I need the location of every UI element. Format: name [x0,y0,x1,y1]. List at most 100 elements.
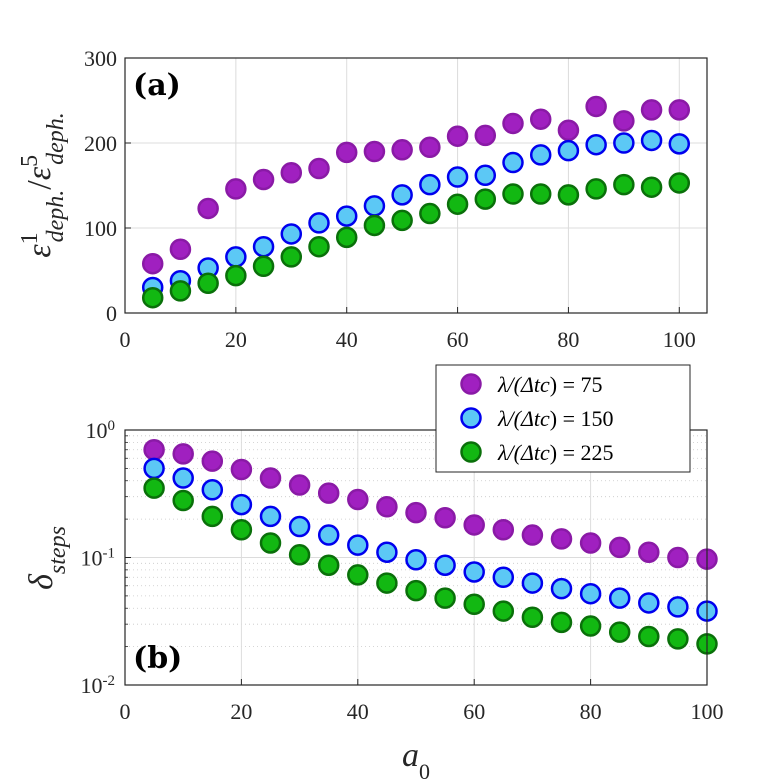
b-series-2 [143,477,718,655]
a-point [197,272,219,294]
b-point [463,593,485,615]
b-point [376,572,398,594]
panel-a-y-axis-label: ε1deph./ε5deph. [17,112,69,258]
b-point [638,592,660,614]
a-point [391,139,413,161]
b-point [172,489,194,512]
b-point [376,541,398,563]
b-point [492,566,515,588]
b-point [143,439,165,461]
a-point [640,99,663,121]
b-point [667,628,689,650]
a-point [252,235,275,258]
b-point [405,579,427,602]
panel-a-tag: (a) [133,68,181,103]
legend-label: λ/(Δtc) = 150 [497,406,614,431]
a-x-tick-label: 20 [225,327,247,352]
b-point [230,493,253,516]
b-y-tick-label: 10-1 [81,546,116,571]
a-x-tick-label: 80 [557,327,579,352]
b-point [463,514,485,536]
a-point [169,280,192,302]
b-point [608,621,631,643]
panel-b-points [143,439,718,655]
b-point [317,482,340,504]
b-x-tick-label: 0 [120,699,131,724]
b-point [288,515,311,538]
b-point [434,507,456,529]
a-point [446,193,469,215]
b-point [288,474,311,496]
a-point [557,184,580,206]
a-point [308,212,330,234]
legend-item: λ/(Δtc) = 150 [460,406,614,431]
a-y-tick-label: 100 [84,216,117,241]
b-point [550,577,573,600]
a-point [585,133,607,156]
b-point [405,501,427,524]
a-point [668,172,691,194]
panel-b-x-axis-label: a0 [402,737,430,781]
b-x-tick-label: 60 [463,699,485,724]
a-point [252,255,275,277]
a-point [280,246,303,268]
a-point [474,188,497,210]
a-point [391,184,413,206]
panel-a-axes-frame [124,57,708,314]
b-point [638,625,660,648]
a-point [363,140,386,163]
legend-item: λ/(Δtc) = 225 [460,440,614,465]
a-x-tick-label: 100 [663,327,696,352]
b-point [230,458,253,481]
b-point [317,524,340,546]
b-point [201,450,224,472]
a-point [363,214,386,237]
a-point [141,252,164,275]
a-point [197,197,219,220]
b-point [259,467,282,489]
b-point [667,596,689,618]
legend-marker [460,407,482,429]
a-point [529,108,552,130]
b-point [667,546,689,569]
b-point [143,477,165,499]
b-point [492,600,515,622]
b-series-1 [143,457,718,622]
a-x-tick-label: 60 [447,327,469,352]
a-point [529,144,552,166]
a-point [308,235,330,258]
a-point [280,162,303,184]
a-point [613,132,635,154]
b-point [608,587,631,609]
b-point [259,505,282,528]
panel-b-scatter-chart: 0 20 40 60 80 100 100 10-1 10-2 (b) δsteps a0 λ… [23,364,724,781]
a-series-1 [141,129,691,299]
a-point [640,129,663,152]
b-point [550,528,573,550]
b-point [579,615,602,637]
panel-a-y-tick-labels: 0 100 200 300 [84,46,117,326]
a-series-2 [141,172,691,309]
a-y-tick-label: 200 [84,131,117,156]
b-point [521,572,544,594]
b-point [347,564,369,586]
panel-b-y-tick-labels: 100 10-1 10-2 [81,418,116,698]
panel-b-tag: (b) [133,641,182,676]
panel-a-tick-marks [124,57,680,314]
a-x-tick-label: 0 [120,327,131,352]
a-point [225,246,247,268]
panel-a-x-tick-labels: 0 20 40 60 80 100 [120,327,696,352]
b-point [201,505,224,528]
b-point [230,519,253,541]
panel-b-x-tick-labels: 0 20 40 60 80 100 [120,699,724,724]
a-point [252,168,275,191]
legend-label: λ/(Δtc) = 225 [497,440,614,465]
b-point [638,541,660,563]
b-point [317,554,340,576]
b-point [347,488,369,511]
a-y-tick-label: 0 [106,301,117,326]
a-point [640,176,663,198]
b-point [521,606,544,628]
b-point [579,582,602,605]
a-point [585,178,607,200]
